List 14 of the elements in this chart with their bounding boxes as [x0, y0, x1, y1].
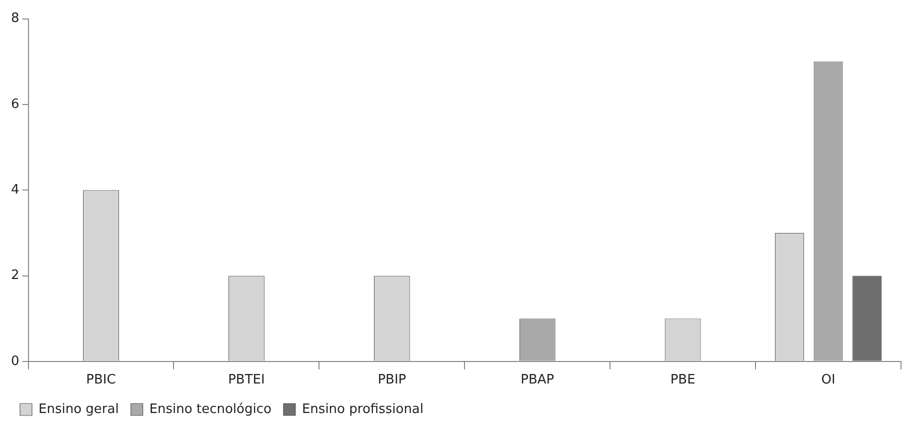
y-tick-label: 0 [10, 354, 20, 369]
legend-label: Ensino profissional [302, 402, 424, 417]
x-tick-label: OI [821, 372, 836, 388]
y-tick-label: 2 [10, 268, 20, 284]
y-tick-label: 8 [10, 11, 20, 26]
x-tick-label: PBIP [378, 372, 406, 388]
y-tick-label: 4 [10, 182, 20, 198]
legend-label: Ensino tecnológico [149, 402, 272, 417]
x-tick-label: PBIC [86, 372, 116, 388]
x-tick-label: PBTEI [228, 372, 265, 388]
x-tick-label: PBAP [520, 372, 554, 388]
y-tick-label: 6 [10, 96, 20, 112]
legend-label: Ensino geral [38, 402, 119, 417]
x-tick-label: PBE [670, 372, 696, 388]
